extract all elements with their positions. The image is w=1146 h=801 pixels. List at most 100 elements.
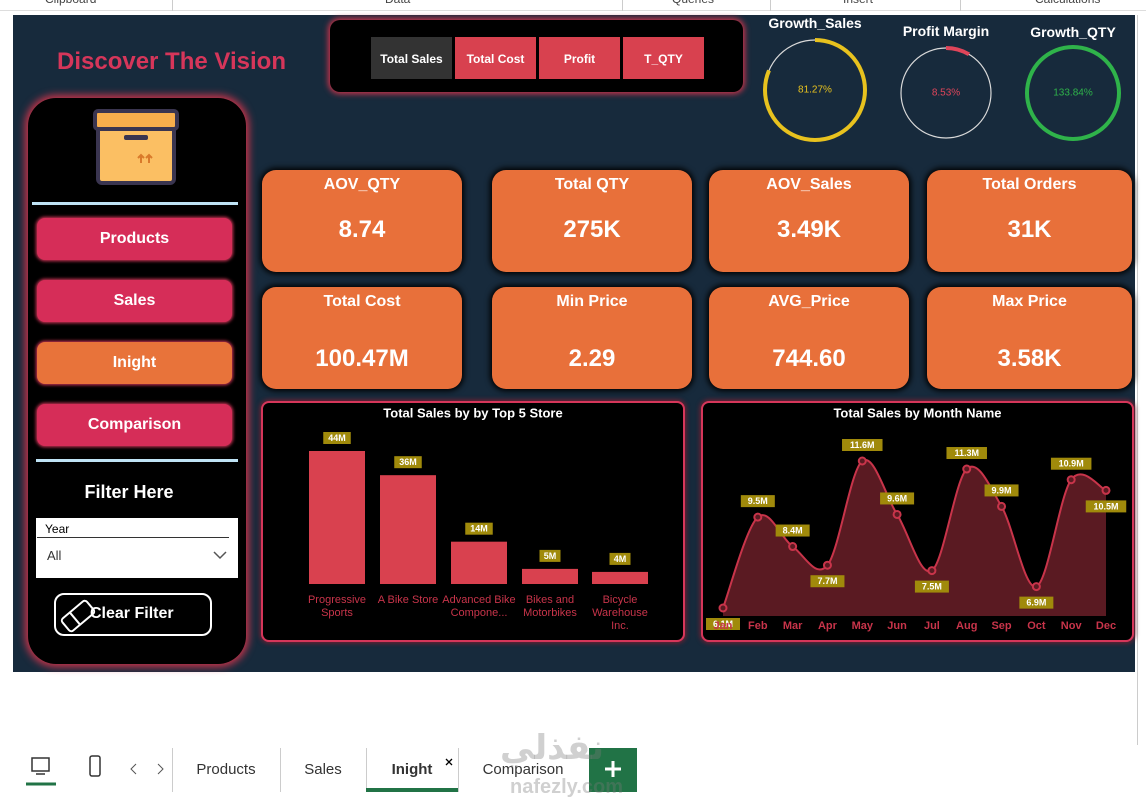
measure-button[interactable]: T_QTY [622,36,705,80]
page-tab[interactable]: Sales [304,761,342,778]
data-label: 10.5M [1093,501,1118,511]
bar [522,568,578,584]
data-label-badge [1019,596,1054,609]
kpi-value: 3.49K [776,216,842,243]
add-page-button[interactable] [589,748,637,792]
point [857,456,867,466]
data-label: 9.9M [992,485,1012,495]
data-label: 10.9M [1059,459,1084,469]
data-label-badge [946,447,987,460]
kpi-label: Min Price [556,293,628,310]
data-label: 4M [614,554,627,564]
kpi-card: AVG_Price 744.60 [709,287,909,389]
page-tab-bar: Products Sales Inight Comparison [0,745,1146,801]
gauge-value: 8.53% [932,88,960,99]
data-label: 9.5M [748,496,768,506]
year-slicer[interactable]: Year All [36,518,238,578]
dropdown-chevron [213,551,227,560]
gauge-value: 81.27% [798,85,832,96]
kpi-card: Total Orders 31K [927,170,1132,272]
x-tick-label: Dec [1096,620,1116,632]
kpi-card: Total QTY 275K [492,170,692,272]
x-tick-label: A Bike Store [377,594,439,606]
kpi-value: 31K [1007,216,1052,243]
data-label: 9.6M [887,493,907,503]
data-label-badge [880,492,915,505]
toolbar-separator [622,0,623,11]
point [718,603,728,613]
data-label-badge [1050,457,1092,470]
tab-arrows[interactable] [128,763,168,775]
point [788,542,798,552]
x-tick-label: May [852,620,874,632]
measure-button[interactable]: Profit [538,36,621,80]
tab-separator [280,748,281,792]
watermark-arabic: نفذلي [500,728,605,768]
measure-switch: Total Sales Total Cost Profit T_QTY [330,20,743,92]
mobile-icon[interactable] [88,755,102,779]
data-label-badge [775,524,810,537]
nav-button[interactable]: Products [37,218,232,260]
data-label: 6.9M [1026,597,1046,607]
data-label-badge [984,484,1019,497]
chart-title: Total Sales by by Top 5 Store [383,405,562,420]
tab-separator [172,748,173,792]
kpi-value: 3.58K [997,345,1062,372]
toolbar-group-label: Data [385,0,410,6]
toolbar-separator [172,0,173,11]
point [927,566,937,576]
kpi-value: 8.74 [338,216,386,243]
measure-button[interactable]: Total Sales [370,36,453,80]
chart-title: Total Sales by Month Name [833,405,1001,420]
point [753,512,763,522]
nav-button[interactable]: Sales [37,280,232,322]
x-tick-label: Bikes and Motorbikes [523,594,577,619]
kpi-label: AOV_QTY [323,176,401,193]
point [997,501,1007,511]
area [723,459,1106,616]
toolbar-group-label: Queries [672,0,714,6]
kpi-card: Max Price 3.58K [927,287,1132,389]
tab-separator [366,748,367,792]
kpi-label: Total QTY [554,176,630,193]
page-tab[interactable]: Inight [366,748,458,792]
x-tick-label: Jun [887,620,907,632]
report-title: Discover The Vision [57,48,286,75]
page-tab[interactable]: Comparison [482,761,564,778]
clear-filter-button[interactable]: Clear Filter [54,593,212,636]
data-label: 44M [328,433,346,443]
nav-button[interactable]: Comparison [37,404,232,446]
nav-button[interactable]: Inight [37,342,232,384]
page-tab[interactable]: Products [196,761,256,778]
watermark-latin: nafezly.com [510,776,623,798]
data-label: 11.3M [954,448,979,458]
kpi-label: Max Price [992,293,1067,310]
measure-button[interactable]: Total Cost [454,36,537,80]
box-icon [93,109,179,185]
point [1066,475,1076,485]
kpi-value: 2.29 [568,345,616,372]
scrollbar [1137,15,1138,745]
kpi-label: AOV_Sales [766,176,852,193]
desktop-icon[interactable] [26,755,56,787]
data-label-badge [810,575,845,588]
close-tab-icon[interactable] [445,758,453,766]
slicer-selection: All [47,548,62,563]
slicer-underline [37,537,229,538]
x-tick-label: Aug [956,620,977,632]
x-tick-label: Bicycle Warehouse Inc. [592,594,648,632]
kpi-card: AOV_Sales 3.49K [709,170,909,272]
separator [32,202,238,205]
data-label-badge [465,522,493,535]
kpi-label: AVG_Price [768,293,850,310]
x-tick-label: Jul [924,620,940,632]
toolbar-group-label: Clipboard [45,0,96,6]
point [962,464,972,474]
kpi-value: 100.47M [315,345,409,372]
data-label: 7.5M [922,581,942,591]
bar [451,541,507,584]
gauge: 8.53% [899,46,993,140]
data-label-badge [914,580,949,593]
